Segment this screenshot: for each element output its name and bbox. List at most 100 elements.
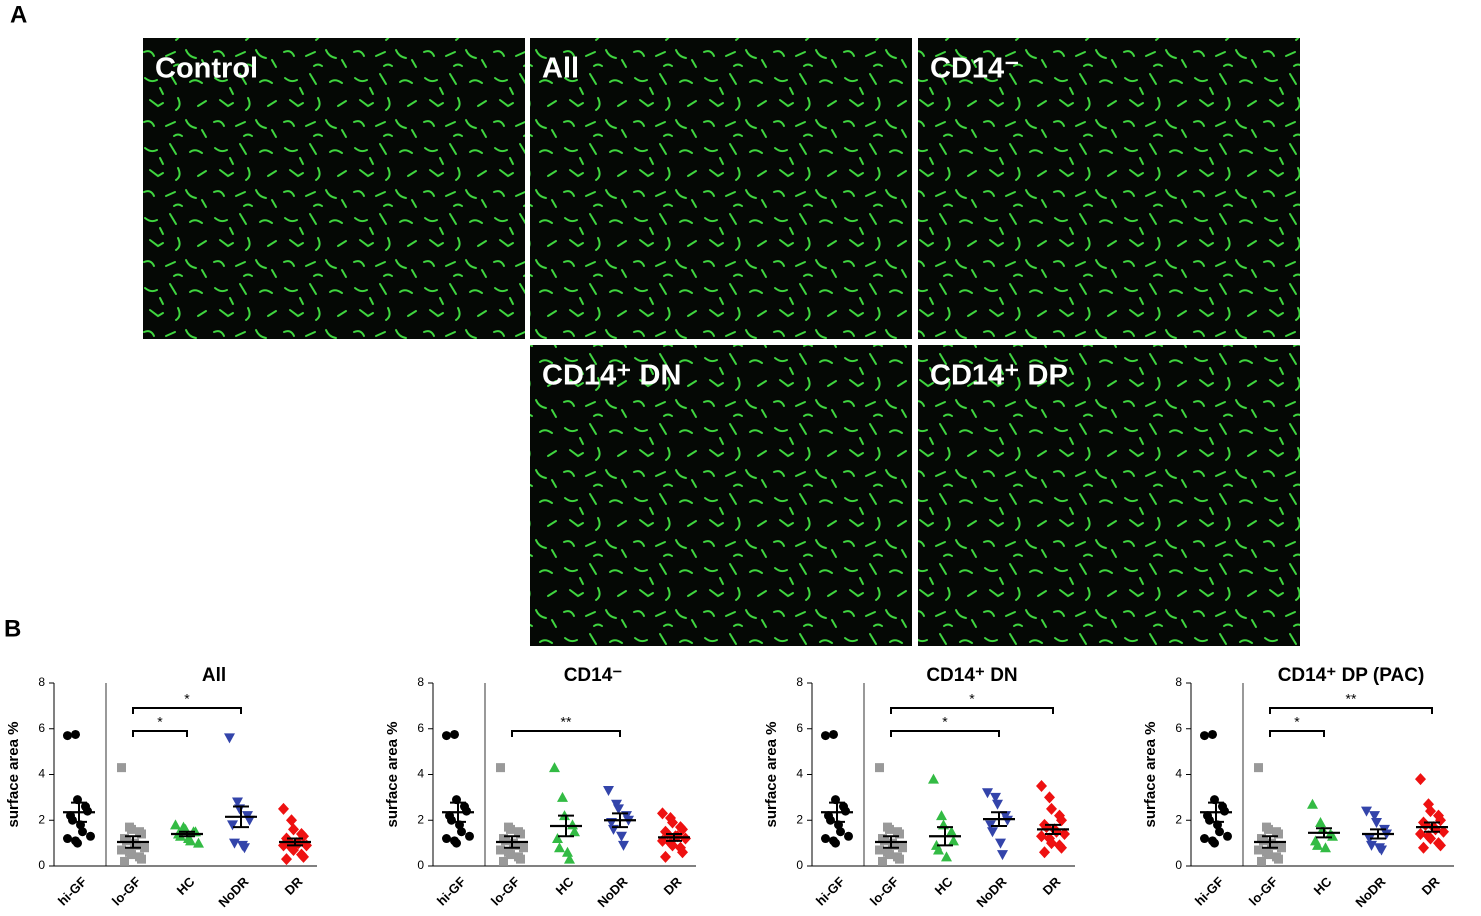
data-point [1208,729,1217,739]
x-tick-label: HC [932,874,956,898]
x-tick-label: NoDR [973,874,1010,911]
x-tick-label: DR [1040,874,1064,898]
data-point [78,827,87,837]
data-point [1056,841,1067,854]
data-point [880,836,889,846]
x-tick-label: NoDR [594,874,631,911]
data-point [193,837,204,848]
error-bar [504,835,520,849]
data-point [1039,846,1050,859]
data-point [878,856,887,866]
error-bar [71,801,87,823]
data-point [1315,817,1326,828]
data-point [501,836,510,846]
chart-title: CD14⁺ DP (PAC) [1278,665,1425,686]
data-point [447,815,456,825]
data-point [71,729,80,739]
data-point [170,819,181,830]
data-point [1415,773,1426,786]
data-point [232,797,243,808]
y-tick-label: 2 [417,812,424,826]
error-bar [125,835,141,849]
data-point [1056,814,1067,827]
data-point [1376,845,1387,856]
data-point [127,850,136,860]
x-tick-label: hi-GF [813,874,848,909]
data-point [227,820,238,831]
data-point [1269,840,1278,850]
charts: 0 2 4 6 8 surface area % All hi-GF lo-GF HC NoDR DR… [5,665,1454,910]
data-point [1205,815,1214,825]
data-point [885,850,894,860]
y-tick-label: 2 [38,812,45,826]
data-point [1364,834,1375,845]
significance-label: * [942,714,948,730]
x-tick-label: HC [553,874,577,898]
x-tick-label: HC [174,874,198,898]
data-point [452,838,461,848]
data-point [895,829,904,839]
error-bar [1045,823,1061,835]
data-point [1274,854,1283,864]
data-point [1036,830,1047,843]
data-point [821,834,830,844]
data-point [1435,839,1446,852]
significance-bracket [1269,707,1433,714]
y-tick-label: 8 [796,675,803,689]
x-tick-label: lo-GF [488,874,523,909]
data-point [898,843,907,853]
x-tick-label: hi-GF [1192,874,1227,909]
data-point [457,827,466,837]
data-point [1320,842,1331,853]
data-point [1259,836,1268,846]
y-tick-label: 4 [417,767,424,781]
x-tick-label: lo-GF [867,874,902,909]
error-bar [612,812,628,829]
data-point [990,792,1001,803]
data-point [1257,856,1266,866]
data-point [677,823,688,836]
y-tick-label: 0 [417,858,424,872]
image-grid: Control All CD14⁻ CD14⁺ DN CD14⁺ DP [143,38,1300,646]
significance-label: ** [561,714,572,730]
data-point [569,826,580,837]
data-point [603,786,614,797]
y-tick-label: 6 [38,721,45,735]
y-tick-label: 6 [796,721,803,735]
data-point [890,840,899,850]
data-point [928,773,939,784]
x-tick-label: hi-GF [55,874,90,909]
data-point [844,831,853,841]
data-point [821,731,830,741]
data-point [680,832,691,845]
significance-label: * [969,691,975,707]
error-bar [450,801,466,823]
chart-title: All [202,665,226,686]
data-point [660,850,671,863]
data-point [613,804,624,815]
data-point [567,819,578,830]
data-point [1415,827,1426,840]
data-point [450,729,459,739]
data-point [829,729,838,739]
error-bar [829,801,845,823]
data-point [1312,839,1323,850]
x-tick-label: DR [661,874,685,898]
data-point [618,840,629,851]
data-point [1264,824,1273,834]
data-point [1418,841,1429,854]
y-tick-label: 8 [1175,675,1182,689]
data-point [1254,845,1263,855]
data-point [936,810,947,821]
x-tick-label: HC [1311,874,1335,898]
data-point [836,827,845,837]
data-point [1215,827,1224,837]
y-tick-label: 2 [796,812,803,826]
y-tick-label: 8 [417,675,424,689]
data-point [1438,825,1449,838]
data-point [288,823,299,836]
data-point [875,763,884,773]
image-label: Control [155,53,258,85]
data-point [992,799,1003,810]
data-point [831,838,840,848]
